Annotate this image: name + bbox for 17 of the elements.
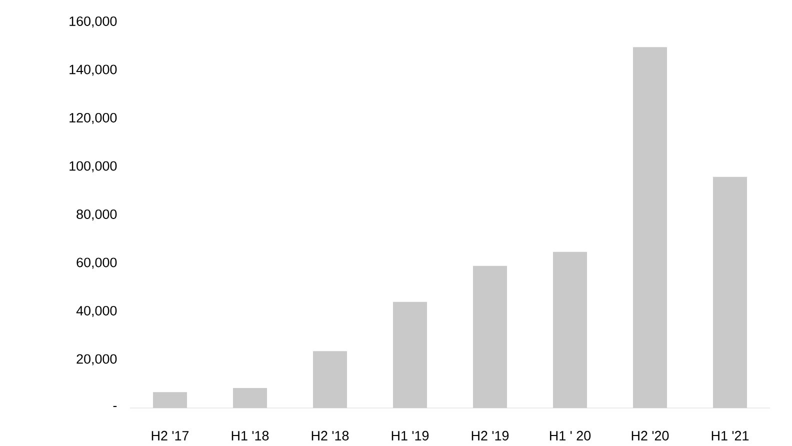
y-tick-label: - [113,406,117,407]
y-tick-label: 120,000 [70,112,117,124]
x-tick-label: H1 '19 [392,430,429,440]
x-tick-label: H1 '21 [712,430,749,440]
x-tick-label: H1 '18 [232,430,269,440]
x-tick-label: H1 ' 20 [550,430,591,440]
y-tick-label: 40,000 [76,306,117,318]
x-tick-label: H2 '18 [312,430,349,440]
x-tick-label: H2 '19 [472,430,509,440]
x-tick-label: H2 '17 [152,430,189,440]
y-tick-label: 20,000 [76,354,117,366]
y-tick-label: 100,000 [70,161,117,172]
y-tick-label: 160,000 [70,16,117,28]
x-tick-label: H2 '20 [632,430,669,440]
y-tick-label: 60,000 [76,258,117,269]
y-tick-label: 140,000 [70,64,117,76]
y-tick-label: 80,000 [76,209,117,221]
